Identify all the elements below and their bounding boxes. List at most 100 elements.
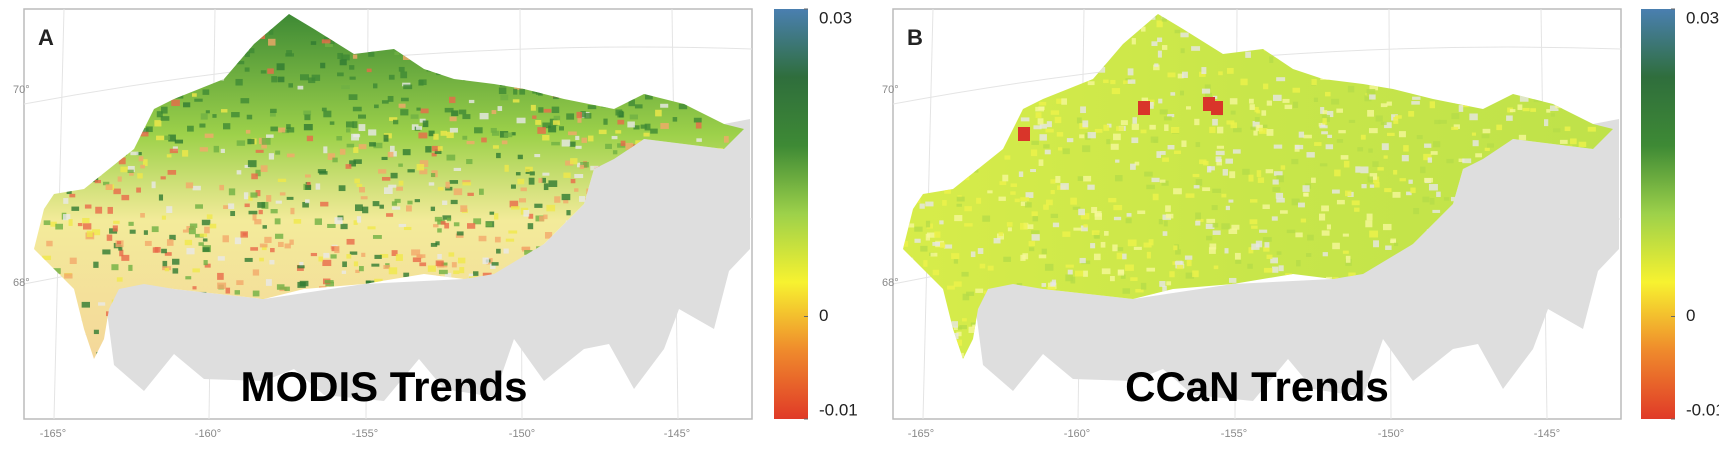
texture-cell [1215,150,1225,156]
texture-cell [987,265,994,271]
texture-cell [1420,166,1426,174]
texture-cell [249,48,255,54]
texture-cell [1058,147,1063,151]
texture-cell [372,235,382,239]
texture-cell [235,78,243,86]
texture-cell [383,265,391,270]
texture-cell [1152,193,1159,201]
texture-cell [954,215,963,222]
texture-cell [1045,128,1054,133]
texture-cell [479,188,484,195]
texture-cell [970,322,977,326]
texture-cell [374,254,382,259]
texture-cell [444,272,452,280]
texture-cell [1062,148,1070,155]
texture-cell [284,286,290,291]
texture-cell [381,176,391,181]
texture-cell [407,169,415,173]
texture-cell [264,236,272,243]
texture-cell [1519,94,1529,102]
texture-cell [467,223,476,229]
texture-cell [169,148,178,154]
texture-cell [151,181,156,189]
texture-cell [1343,160,1350,168]
texture-cell [121,194,130,201]
texture-cell [1184,255,1193,260]
texture-cell [166,239,174,246]
texture-cell [1509,109,1516,113]
texture-cell [398,103,406,108]
texture-cell [329,121,335,125]
texture-cell [628,99,635,107]
texture-cell [1173,245,1178,251]
texture-cell [1186,259,1192,267]
texture-cell [362,206,369,214]
texture-cell [696,138,702,142]
texture-cell [217,256,225,261]
texture-cell [1367,109,1375,117]
texture-cell [427,265,436,272]
texture-cell [161,248,167,254]
texture-cell [1158,98,1163,104]
texture-cell [254,219,262,225]
texture-cell [1041,283,1047,287]
texture-cell [352,54,358,59]
texture-cell [261,137,271,145]
texture-cell [1106,139,1111,145]
texture-cell [247,138,255,145]
texture-cell [1074,270,1084,277]
texture-cell [339,148,346,155]
texture-cell [1347,85,1355,93]
texture-cell [1144,171,1153,177]
texture-cell [346,254,352,259]
texture-cell [1248,174,1254,182]
texture-cell [953,259,959,264]
texture-cell [270,209,278,214]
texture-cell [450,199,458,205]
texture-cell [1276,197,1285,203]
texture-cell [220,148,225,153]
texture-cell [923,260,928,267]
texture-cell [569,141,576,147]
texture-cell [1067,269,1073,275]
texture-cell [497,106,503,111]
texture-cell [1406,191,1412,196]
texture-cell [543,214,548,220]
texture-cell [358,124,366,132]
texture-cell [1262,204,1270,210]
texture-cell [1295,144,1304,150]
texture-cell [164,252,172,256]
texture-cell [548,180,558,187]
texture-cell [1114,175,1123,182]
texture-cell [460,205,468,212]
texture-cell [95,206,103,214]
texture-cell [140,164,145,169]
texture-cell [1234,252,1241,260]
texture-cell [1191,46,1201,51]
texture-cell [570,178,576,184]
texture-cell [1291,158,1299,165]
texture-cell [1436,191,1441,198]
texture-cell [1361,184,1367,189]
texture-cell [451,110,459,117]
texture-cell [1115,159,1120,163]
texture-cell [261,142,267,149]
texture-cell [1517,104,1523,110]
texture-cell [244,67,250,72]
texture-cell [117,240,122,245]
texture-cell [167,169,177,175]
texture-cell [752,199,759,202]
texture-cell [248,196,253,201]
texture-cell [162,260,168,268]
texture-cell [261,245,267,251]
texture-cell [1148,239,1154,246]
texture-cell [154,120,162,127]
texture-cell [1269,56,1274,63]
texture-cell [920,245,928,252]
texture-cell [325,40,333,48]
texture-cell [336,136,343,141]
texture-cell [1233,127,1242,133]
texture-cell [1154,63,1159,67]
texture-cell [105,184,113,190]
